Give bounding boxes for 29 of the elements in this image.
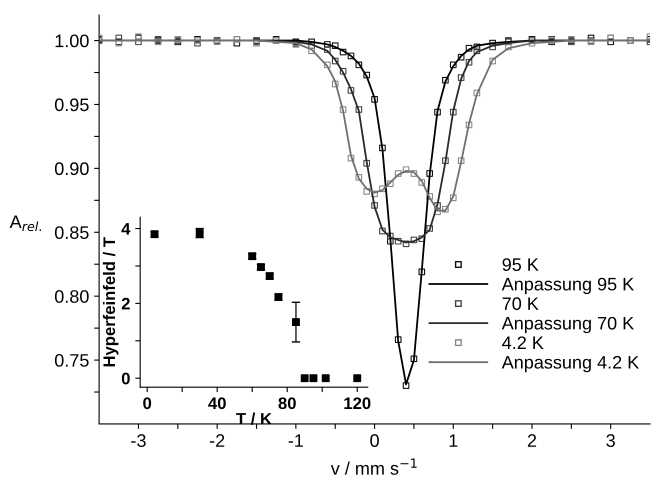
x-tick-label: -2 [210,434,224,447]
x-tick-label: -3 [131,434,146,447]
legend-label: 4.2 K [502,336,544,349]
legend-label: Anpassung 4.2 K [502,356,640,372]
legend-label: 95 K [502,258,539,271]
y-tick-label: 0.75 [54,354,89,367]
y-tick-label: 1.00 [56,34,89,48]
x-tick-label: 3 [606,434,615,447]
legend-label: Anpassung 70 K [502,316,634,334]
y-tick-label: 0 [122,372,130,384]
x-tick-label: 0 [370,434,379,447]
y-tick-label: 0.95 [54,98,89,112]
y-tick-label: 0.90 [54,162,89,176]
y-tick-label: 4 [121,223,130,235]
y-axis-title: Hyperfeinfeld / T [102,237,118,366]
x-tick-label: -1 [288,434,304,447]
x-tick-label: 40 [208,397,226,410]
x-tick-label: 80 [278,397,296,410]
y-tick-label: 2 [122,298,130,310]
x-tick-label: 2 [528,434,536,447]
x-tick-label: 120 [344,397,370,410]
y-tick-label: 0.80 [54,290,89,303]
x-axis-title: v / mm s$^{−1}$ [330,458,417,475]
legend-label: 70 K [502,297,539,310]
x-tick-label: 0 [143,397,152,410]
legend-label: Anpassung 95 K [502,278,634,294]
y-axis-title: A$_{rel.}$ [10,216,41,232]
y-tick-label: 0.85 [54,226,89,239]
x-tick-label: 1 [450,434,458,447]
